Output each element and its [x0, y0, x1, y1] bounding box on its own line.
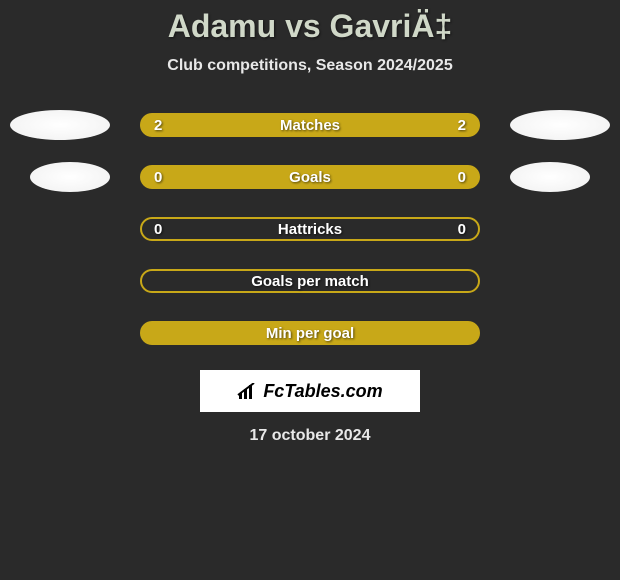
stat-row-matches: 2 Matches 2: [0, 110, 620, 140]
stat-right-value: 2: [458, 117, 466, 134]
stat-bar-min-per-goal: Min per goal: [140, 321, 480, 345]
date-text: 17 october 2024: [0, 427, 620, 445]
player-left-ellipse: [30, 162, 110, 192]
stat-label: Goals per match: [251, 273, 369, 290]
stat-left-value: 0: [154, 221, 162, 238]
subtitle: Club competitions, Season 2024/2025: [0, 57, 620, 75]
stat-right-value: 0: [458, 221, 466, 238]
stat-label: Matches: [280, 117, 340, 134]
stat-bar-goals: 0 Goals 0: [140, 165, 480, 189]
logo-text: FcTables.com: [237, 381, 382, 402]
logo-label: FcTables.com: [263, 381, 382, 401]
stat-bar-goals-per-match: Goals per match: [140, 269, 480, 293]
stat-row-hattricks: 0 Hattricks 0: [0, 214, 620, 244]
stat-right-value: 0: [458, 169, 466, 186]
stat-label: Hattricks: [278, 221, 342, 238]
player-right-ellipse: [510, 110, 610, 140]
stat-left-value: 0: [154, 169, 162, 186]
stat-label: Min per goal: [266, 325, 354, 342]
logo-box[interactable]: FcTables.com: [200, 370, 420, 412]
stat-left-value: 2: [154, 117, 162, 134]
comparison-container: Adamu vs GavriÄ‡ Club competitions, Seas…: [0, 0, 620, 453]
stat-bar-hattricks: 0 Hattricks 0: [140, 217, 480, 241]
stat-row-min-per-goal: Min per goal: [0, 318, 620, 348]
chart-icon: [237, 383, 259, 401]
player-left-ellipse: [10, 110, 110, 140]
stat-bar-matches: 2 Matches 2: [140, 113, 480, 137]
stat-row-goals: 0 Goals 0: [0, 162, 620, 192]
stat-row-goals-per-match: Goals per match: [0, 266, 620, 296]
stat-label: Goals: [289, 169, 331, 186]
player-right-ellipse: [510, 162, 590, 192]
page-title: Adamu vs GavriÄ‡: [0, 8, 620, 45]
